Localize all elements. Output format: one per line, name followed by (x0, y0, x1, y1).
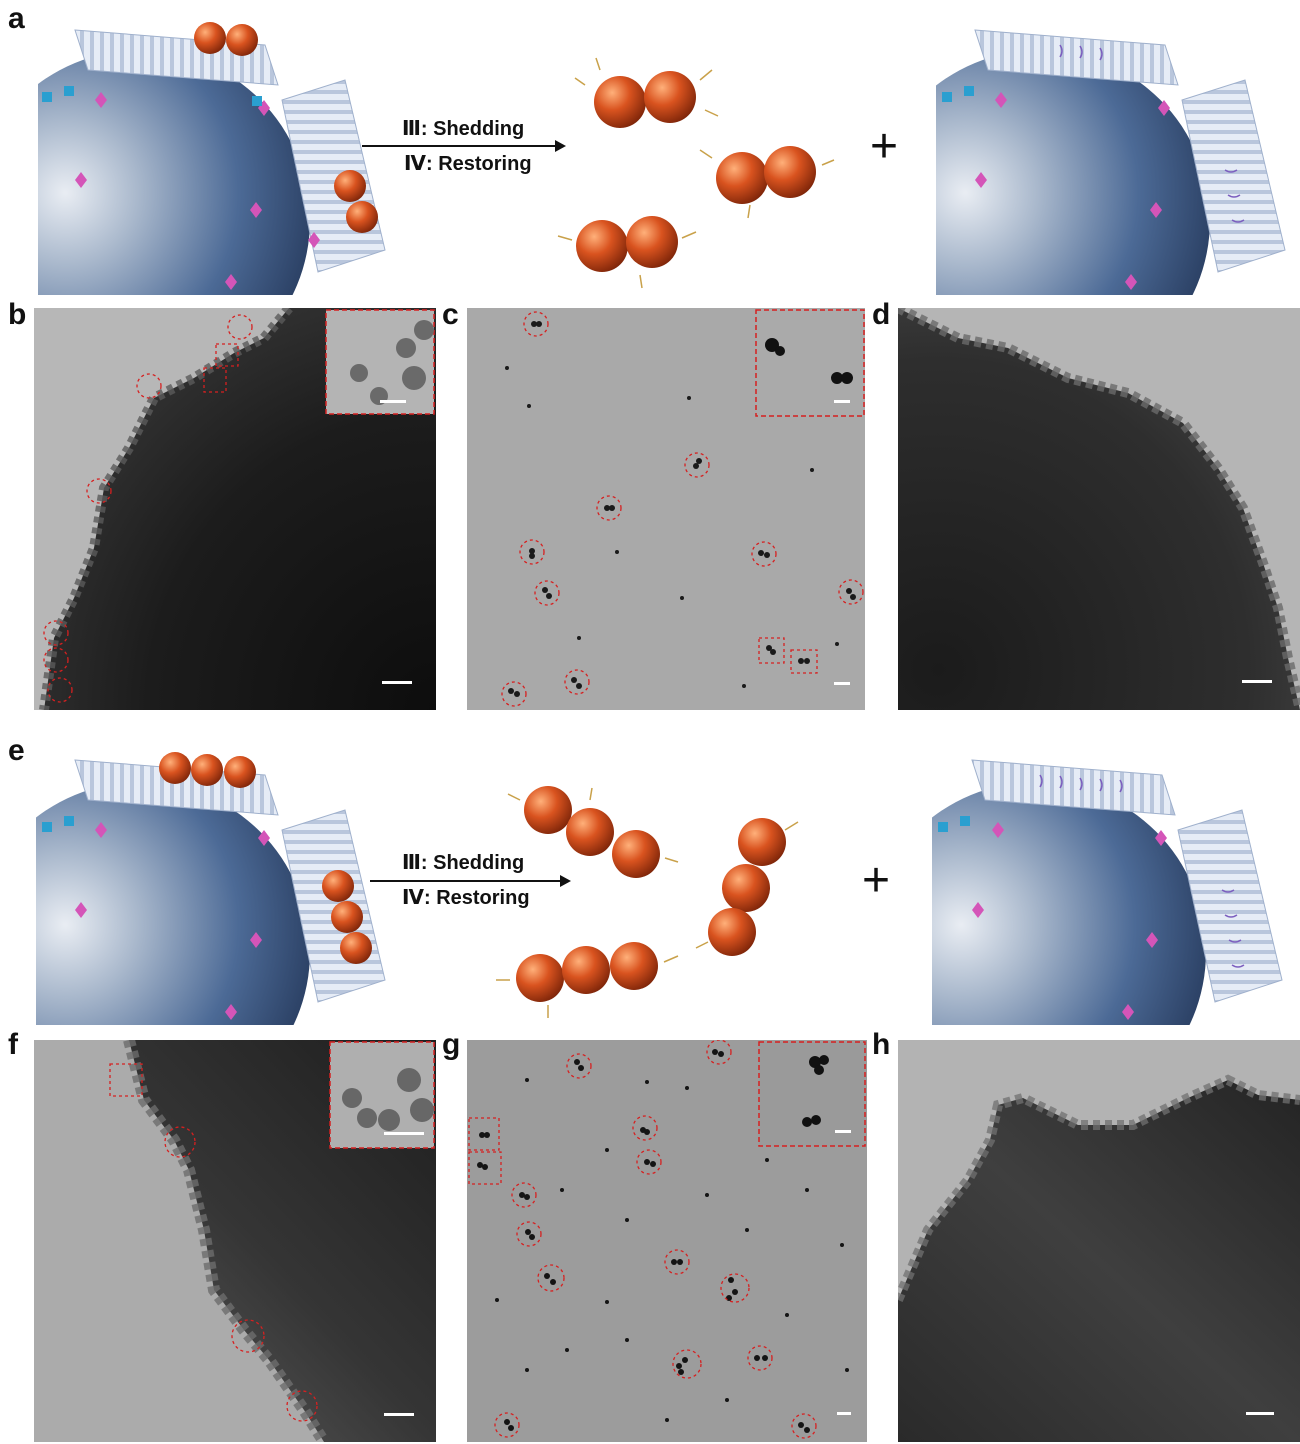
free-dimer-1 (594, 71, 696, 128)
bead-assembly-after (936, 29, 1286, 295)
tem-image-h (898, 1040, 1300, 1442)
panel-label-f: f (8, 1028, 18, 1061)
arrow-label-shedding: Ⅲ: Shedding (402, 118, 524, 140)
ligand-fringe (557, 57, 835, 289)
panel-label-b: b (8, 298, 27, 331)
reaction-arrow-a (362, 140, 566, 152)
arrow-label-restoring-e: Ⅳ: Restoring (402, 887, 530, 909)
scheme-a: Ⅲ: Shedding Ⅳ: Restoring + (38, 22, 1286, 295)
panel-label-e: e (8, 734, 25, 767)
free-trimer-2 (516, 942, 658, 1002)
tem-image-c (467, 308, 865, 710)
free-dimer-3 (576, 216, 678, 272)
free-dimer-2 (716, 146, 816, 204)
tem-image-g (467, 1040, 867, 1442)
linker-sticks (42, 86, 262, 106)
tem-image-d (898, 308, 1300, 710)
scheme-e: Ⅲ: Shedding Ⅳ: Restoring + (36, 752, 1283, 1025)
panel-label-c: c (442, 298, 459, 331)
plus-sign-e: + (862, 854, 890, 907)
tem-image-f (34, 1040, 436, 1442)
panel-label-a: a (8, 2, 25, 35)
arrow-label-restoring: Ⅳ: Restoring (404, 153, 532, 175)
panel-label-h: h (872, 1028, 891, 1061)
plus-sign-a: + (870, 120, 898, 173)
bead-assembly-before (38, 29, 386, 295)
panel-label-d: d (872, 298, 891, 331)
tem-image-b (34, 308, 436, 710)
np-cluster-on-sheet-top (194, 22, 258, 56)
np-trimer-on-sheet-top (159, 752, 256, 788)
np-cluster-on-sheet-side (334, 170, 378, 233)
arrow-label-shedding-e: Ⅲ: Shedding (402, 852, 524, 874)
np-trimer-on-sheet-side (322, 870, 372, 964)
free-trimer-1 (524, 786, 660, 878)
free-trimer-3 (708, 818, 786, 956)
microbead (38, 50, 310, 295)
bead-edge (898, 308, 1300, 710)
panel-label-g: g (442, 1028, 461, 1061)
nanoparticle-field (477, 1049, 849, 1433)
